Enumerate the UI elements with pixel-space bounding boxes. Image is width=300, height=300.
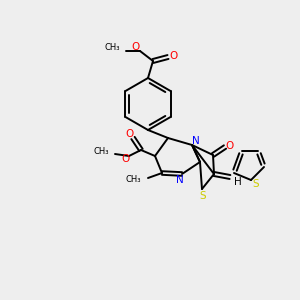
Text: O: O <box>121 154 129 164</box>
Text: N: N <box>176 175 184 185</box>
Text: S: S <box>200 191 206 201</box>
Text: CH₃: CH₃ <box>94 148 109 157</box>
Text: O: O <box>169 51 177 61</box>
Text: CH₃: CH₃ <box>125 176 141 184</box>
Text: S: S <box>253 179 259 189</box>
Text: H: H <box>234 177 242 187</box>
Text: CH₃: CH₃ <box>104 44 120 52</box>
Text: N: N <box>192 136 200 146</box>
Text: O: O <box>125 129 133 139</box>
Text: O: O <box>226 141 234 151</box>
Text: O: O <box>132 42 140 52</box>
